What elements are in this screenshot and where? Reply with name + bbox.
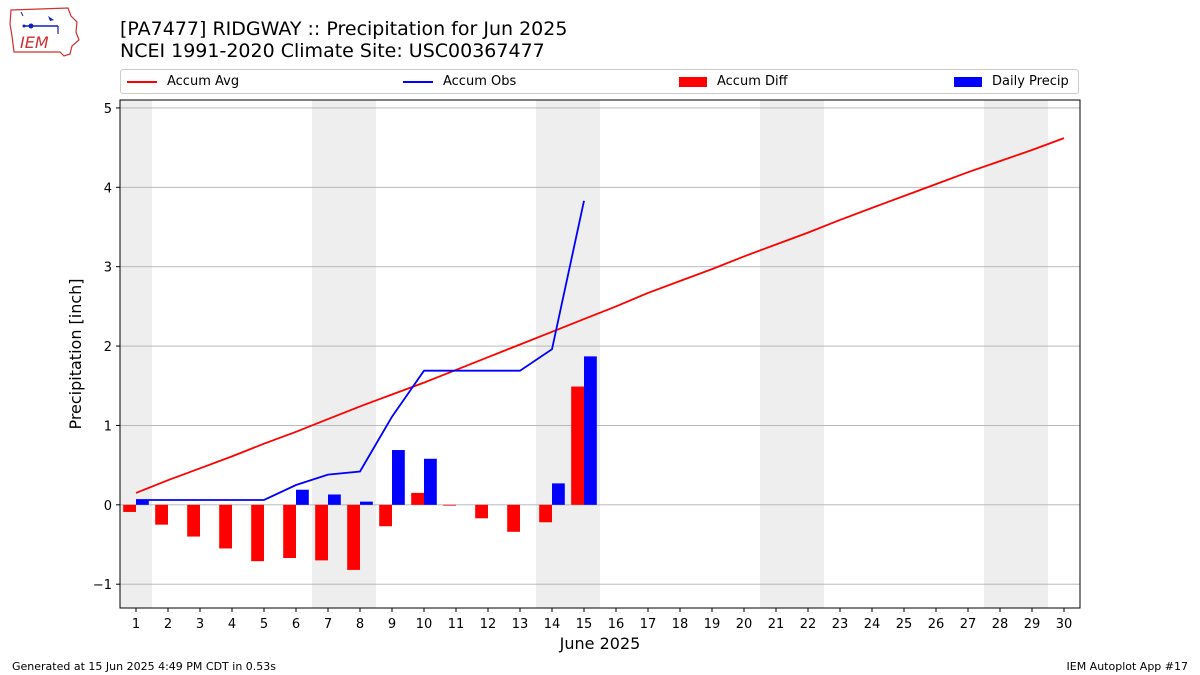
iowa-state-outline-weather-icon: IEM [9, 7, 80, 57]
y-tick-label--1: −1 [93, 578, 112, 593]
y-tick-label-4: 4 [104, 181, 112, 196]
daily-precip-bar-day-7 [328, 494, 341, 505]
x-tick-label-23: 23 [832, 617, 849, 632]
x-tick-label-22: 22 [800, 617, 817, 632]
y-tick-label-5: 5 [104, 102, 112, 117]
legend-item-accum-obs: Accum Obs [403, 74, 516, 90]
y-axis-label: Precipitation [inch] [66, 278, 85, 429]
legend-label-accum-diff: Accum Diff [717, 74, 788, 89]
legend-swatch-accum-diff [679, 76, 707, 87]
x-tick-label-16: 16 [608, 617, 625, 632]
accum-diff-bar-day-5 [251, 504, 264, 562]
legend-item-accum-diff: Accum Diff [679, 74, 788, 90]
x-tick-label-5: 5 [260, 617, 268, 632]
accum-diff-bar-day-9 [379, 504, 392, 527]
legend-swatch-accum-avg [127, 80, 157, 83]
daily-precip-bar-day-6 [296, 489, 309, 505]
daily-precip-bar-day-8 [360, 501, 373, 505]
legend-swatch-daily-precip [954, 76, 982, 87]
x-tick-label-29: 29 [1024, 617, 1041, 632]
accum-diff-bar-day-15 [571, 386, 584, 505]
iem-logo: IEM [8, 6, 80, 58]
legend-label-accum-obs: Accum Obs [443, 74, 517, 89]
legend-item-accum-avg: Accum Avg [127, 74, 239, 90]
x-tick-label-15: 15 [576, 617, 593, 632]
daily-precip-bar-day-15 [584, 356, 597, 505]
x-tick-label-8: 8 [356, 617, 364, 632]
accum-diff-bar-day-2 [155, 504, 168, 525]
legend-label-daily-precip: Daily Precip [992, 74, 1069, 89]
legend: Accum Avg Accum Obs Accum Diff Daily Pre… [120, 69, 1079, 94]
accum-diff-bar-day-7 [315, 504, 328, 561]
x-tick-label-7: 7 [324, 617, 332, 632]
footer-app-text: IEM Autoplot App #17 [1066, 660, 1189, 673]
x-tick-label-30: 30 [1056, 617, 1073, 632]
accum-avg-line [135, 137, 1065, 494]
x-tick-label-12: 12 [480, 617, 497, 632]
y-tick-label-3: 3 [104, 261, 112, 276]
daily-precip-bar-day-9 [392, 450, 405, 505]
x-tick-label-24: 24 [864, 617, 881, 632]
daily-precip-bar-day-1 [136, 500, 149, 505]
accum-diff-bar-day-12 [475, 504, 488, 519]
weekend-shade-day-29 [1016, 100, 1048, 608]
x-tick-label-2: 2 [164, 617, 172, 632]
accum-diff-bar-day-3 [187, 504, 200, 537]
x-tick-label-19: 19 [704, 617, 721, 632]
accum-diff-bar-day-10 [411, 492, 424, 505]
y-tick-label-2: 2 [104, 340, 112, 355]
x-tick-label-4: 4 [228, 617, 236, 632]
plot-area-frame [119, 99, 1081, 609]
x-tick-label-21: 21 [768, 617, 785, 632]
chart-title: [PA7477] RIDGWAY :: Precipitation for Ju… [120, 18, 567, 62]
x-tick-label-17: 17 [640, 617, 657, 632]
legend-label-accum-avg: Accum Avg [167, 74, 240, 89]
x-tick-label-26: 26 [928, 617, 945, 632]
weekend-shading-layer [120, 100, 1048, 608]
weekend-shade-day-1 [120, 100, 152, 608]
title-line-1: [PA7477] RIDGWAY :: Precipitation for Ju… [120, 18, 568, 40]
logo-text: IEM [20, 33, 49, 52]
grid-layer [120, 107, 1080, 585]
x-axis-label: June 2025 [559, 634, 641, 653]
weekend-shade-day-22 [792, 100, 824, 608]
accum-diff-bar-day-11 [443, 504, 456, 506]
x-tick-label-28: 28 [992, 617, 1009, 632]
x-tick-label-11: 11 [448, 617, 465, 632]
footer-generated-text: Generated at 15 Jun 2025 4:49 PM CDT in … [12, 660, 277, 673]
accum-diff-bar-day-13 [507, 504, 520, 532]
x-tick-label-20: 20 [736, 617, 753, 632]
x-tick-label-13: 13 [512, 617, 529, 632]
x-tick-label-1: 1 [132, 617, 140, 632]
weekend-shade-day-21 [760, 100, 792, 608]
y-tick-label-1: 1 [104, 419, 112, 434]
accum-diff-bar-day-8 [347, 504, 360, 570]
x-tick-label-6: 6 [292, 617, 300, 632]
x-tick-label-9: 9 [388, 617, 396, 632]
title-line-2: NCEI 1991-2020 Climate Site: USC00367477 [120, 40, 545, 62]
accum-diff-bar-day-6 [283, 504, 296, 558]
accum-diff-bar-day-4 [219, 504, 232, 549]
accum-diff-bar-day-1 [123, 504, 136, 512]
daily-precip-bar-day-14 [552, 483, 565, 505]
legend-swatch-accum-obs [403, 80, 433, 83]
daily-precip-bar-day-10 [424, 458, 437, 505]
x-tick-label-25: 25 [896, 617, 913, 632]
lines-layer [135, 137, 1065, 501]
accum-diff-bar-day-14 [539, 504, 552, 523]
x-tick-label-3: 3 [196, 617, 204, 632]
weekend-shade-day-15 [568, 100, 600, 608]
accum-obs-line [136, 200, 585, 501]
bars-layer [123, 356, 597, 570]
legend-item-daily-precip: Daily Precip [954, 74, 1069, 90]
x-tick-label-18: 18 [672, 617, 689, 632]
x-tick-label-10: 10 [416, 617, 433, 632]
weekend-shade-day-14 [536, 100, 568, 608]
x-tick-label-14: 14 [544, 617, 561, 632]
weekend-shade-day-28 [984, 100, 1016, 608]
x-tick-label-27: 27 [960, 617, 977, 632]
y-tick-label-0: 0 [104, 499, 112, 514]
